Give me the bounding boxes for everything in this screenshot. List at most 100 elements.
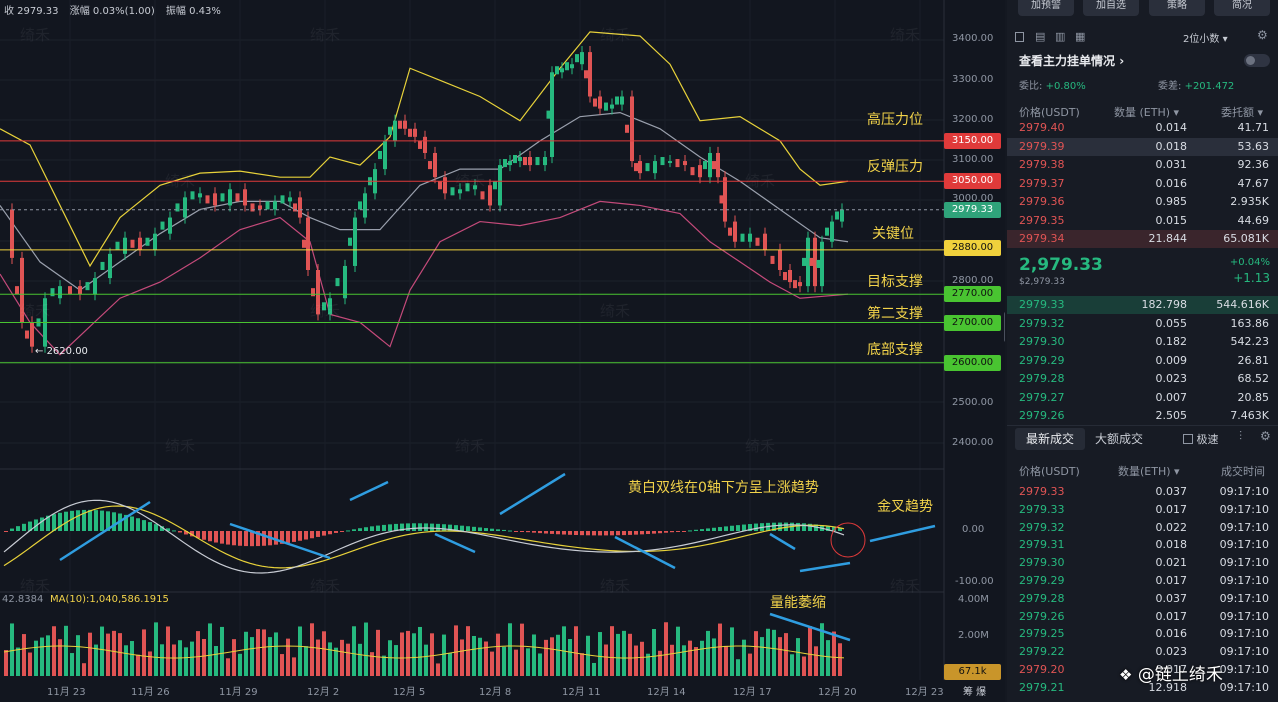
volume-bar — [826, 640, 830, 676]
candle-body — [298, 197, 302, 218]
book-row[interactable]: 2979.26 0.017 09:17:10 — [1007, 608, 1278, 626]
row-qty: 0.985 — [1155, 195, 1188, 208]
book-depth-icon[interactable]: ▦ — [1075, 30, 1086, 43]
candle-body — [258, 205, 262, 210]
settings-icon[interactable]: ⚙ — [1260, 429, 1271, 443]
candle-body — [443, 177, 447, 194]
tab-latest-trades[interactable]: 最新成交 — [1015, 428, 1085, 450]
candle-body — [465, 183, 470, 192]
book-both-icon[interactable] — [1015, 32, 1024, 42]
book-row[interactable]: 2979.38 0.031 92.36 — [1007, 156, 1278, 174]
book-ask-icon[interactable]: ▤ — [1035, 30, 1046, 43]
book-row[interactable]: 2979.39 0.018 53.63 — [1007, 137, 1278, 156]
book-row[interactable]: 2979.33 0.017 09:17:10 — [1007, 501, 1278, 519]
book-row[interactable]: 2979.33 182.798 544.616K — [1007, 296, 1278, 314]
macd-bar — [754, 523, 758, 531]
macd-bar — [574, 531, 578, 536]
row-qty: 0.009 — [1155, 353, 1188, 367]
y-tick: 2500.00 — [952, 397, 994, 408]
volume-bar — [430, 633, 434, 676]
macd-bar — [388, 524, 392, 531]
candle-body — [488, 185, 492, 206]
book-row[interactable]: 2979.26 2.505 7.463K — [1007, 407, 1278, 425]
decimals-select[interactable]: 2位小数 ▾ — [1183, 30, 1228, 45]
volume-bar — [496, 633, 500, 676]
book-row[interactable]: 2979.25 0.016 09:17:10 — [1007, 625, 1278, 643]
macd-dea-line — [3, 505, 845, 569]
candle-body — [190, 191, 195, 200]
row-price: 2979.25 — [1019, 627, 1065, 641]
volume-bar — [238, 653, 242, 676]
add-watchlist-button[interactable]: 加自选 — [1083, 0, 1139, 16]
book-row[interactable]: 2979.37 0.016 47.67 — [1007, 175, 1278, 193]
book-row[interactable]: 2979.33 0.037 09:17:10 — [1007, 483, 1278, 501]
chart-area[interactable]: 收 2979.33 涨幅 0.03%(1.00) 振幅 0.43% 高压力位 反… — [0, 0, 1005, 702]
book-row[interactable]: 2979.40 0.014 41.71 — [1007, 119, 1278, 137]
candle-body — [550, 72, 554, 158]
candle-body — [740, 233, 745, 242]
close-value: 收 2979.33 — [4, 6, 59, 17]
volume-ma-line — [3, 645, 845, 659]
speed-toggle[interactable]: 极速 — [1183, 431, 1219, 447]
tab-large-trades[interactable]: 大额成交 — [1095, 432, 1144, 446]
book-row[interactable]: 2979.21 12.918 09:17:10 — [1007, 679, 1278, 697]
overview-button[interactable]: 简况 — [1214, 0, 1270, 16]
row-price: 2979.30 — [1019, 335, 1065, 348]
x-axis-tools[interactable]: 筹 爆 — [963, 687, 987, 698]
last-change-abs: +1.13 — [1233, 271, 1270, 285]
book-row[interactable]: 2979.27 0.007 20.85 — [1007, 389, 1278, 407]
book-header-qty[interactable]: 数量 (ETH) ▾ — [1114, 106, 1180, 119]
book-header-amount[interactable]: 委托额 ▾ — [1221, 106, 1264, 119]
book-row[interactable]: 2979.34 21.844 65.081K — [1007, 230, 1278, 248]
speed-checkbox[interactable] — [1183, 434, 1193, 444]
book-row[interactable]: 2979.29 0.009 26.81 — [1007, 352, 1278, 370]
volume-bar — [592, 662, 596, 676]
book-row[interactable]: 2979.36 0.985 2.935K — [1007, 193, 1278, 211]
book-row[interactable]: 2979.30 0.021 09:17:10 — [1007, 554, 1278, 572]
book-row[interactable]: 2979.32 0.022 09:17:10 — [1007, 519, 1278, 537]
trade-header-qty[interactable]: 数量(ETH) ▾ — [1118, 465, 1180, 478]
strategy-button[interactable]: 策略 — [1149, 0, 1205, 16]
candle-body — [265, 201, 270, 210]
volume-bar — [754, 631, 758, 676]
x-tick: 12月 23 — [905, 687, 944, 698]
candlestick-chart[interactable] — [0, 0, 1005, 702]
macd-bar — [166, 528, 170, 531]
volume-bar — [130, 641, 134, 676]
candle-body — [438, 181, 442, 190]
book-row[interactable]: 2979.35 0.015 44.69 — [1007, 212, 1278, 230]
book-row[interactable]: 2979.22 0.023 09:17:10 — [1007, 643, 1278, 661]
book-row[interactable]: 2979.20 0.017 09:17:10 — [1007, 661, 1278, 679]
book-bid-icon[interactable]: ▥ — [1055, 30, 1066, 43]
book-row[interactable]: 2979.30 0.182 542.23 — [1007, 333, 1278, 351]
main-orders-toggle[interactable] — [1244, 54, 1270, 67]
row-price: 2979.29 — [1019, 574, 1065, 587]
main-orders-link[interactable]: 查看主力挂单情况 › — [1019, 52, 1124, 69]
golden-cross-circle — [830, 522, 866, 558]
filter-icon[interactable]: ⫶ — [1239, 429, 1243, 443]
book-row[interactable]: 2979.31 0.018 09:17:10 — [1007, 536, 1278, 554]
book-row[interactable]: 2979.29 0.017 09:17:10 — [1007, 572, 1278, 590]
book-row[interactable]: 2979.32 0.055 163.86 — [1007, 315, 1278, 333]
scrollbar-handle[interactable] — [1004, 312, 1005, 342]
add-alert-button[interactable]: 加预警 — [1018, 0, 1074, 16]
candle-body — [50, 288, 55, 297]
candle-body — [358, 201, 362, 210]
candle-body — [733, 221, 737, 242]
row-amount: 09:17:10 — [1219, 663, 1269, 676]
macd-bar — [10, 528, 14, 531]
candle-body — [604, 102, 608, 111]
settings-icon[interactable]: ⚙ — [1257, 28, 1268, 42]
volume-bar — [568, 638, 572, 676]
volume-bar — [64, 625, 68, 676]
volume-bar — [358, 643, 362, 676]
trend-arrow — [799, 561, 851, 573]
book-row[interactable]: 2979.28 0.023 68.52 — [1007, 370, 1278, 388]
y-tick: 3300.00 — [952, 74, 994, 85]
book-view-icons[interactable]: ▤ ▥ ▦ — [1015, 30, 1085, 44]
volume-bar — [166, 626, 170, 676]
candle-body — [393, 120, 397, 141]
row-price: 2979.32 — [1019, 520, 1065, 534]
candle-body — [518, 157, 522, 162]
book-row[interactable]: 2979.28 0.037 09:17:10 — [1007, 590, 1278, 608]
